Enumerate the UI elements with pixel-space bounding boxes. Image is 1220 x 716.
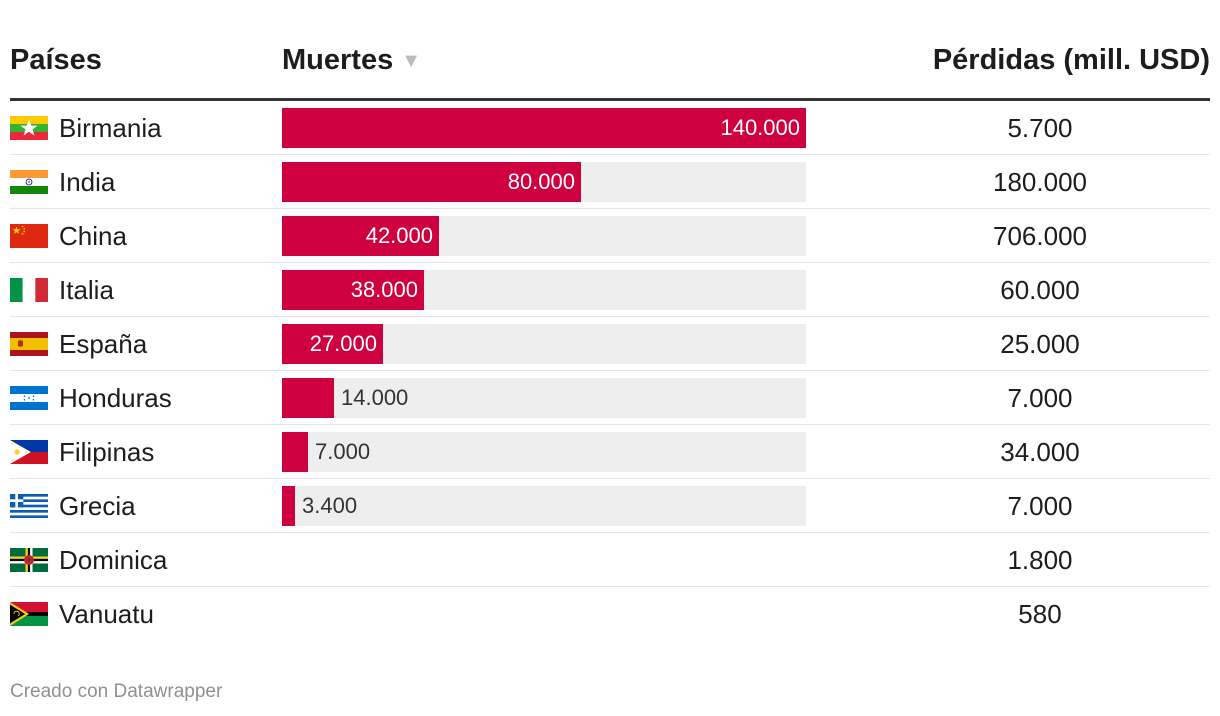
losses-value: 7.000: [1007, 383, 1073, 413]
losses-value: 180.000: [993, 167, 1087, 197]
losses-value: 580: [1018, 599, 1062, 629]
country-name: España: [59, 329, 148, 359]
country-name: Honduras: [59, 383, 172, 413]
credit-text: Creado con Datawrapper: [10, 681, 223, 702]
losses-value: 25.000: [1000, 329, 1080, 359]
losses-value: 1.800: [1007, 545, 1073, 575]
honduras-flag-icon: [10, 386, 48, 410]
table-row-vanuatu: Vanuatu 580: [10, 587, 1210, 641]
deaths-bar: [282, 270, 424, 310]
column-header-losses[interactable]: Pérdidas (mill. USD): [933, 44, 1210, 77]
country-name: Filipinas: [59, 437, 155, 467]
credit-footer[interactable]: Creado con Datawrapper: [10, 681, 222, 703]
losses-value: 60.000: [1000, 275, 1080, 305]
deaths-bar-track: 38.000: [282, 270, 806, 310]
table-row-espana: España 27.000 25.000: [10, 317, 1210, 371]
table-row-china: China 42.000 706.000: [10, 209, 1210, 263]
table-row-filipinas: Filipinas 7.000 34.000: [10, 425, 1210, 479]
losses-value: 34.000: [1000, 437, 1080, 467]
deaths-bar: [282, 432, 308, 472]
philippines-flag-icon: [10, 440, 48, 464]
deaths-value-label: 14.000: [341, 385, 409, 410]
deaths-bar-track: 27.000: [282, 324, 806, 364]
deaths-value-label: 3.400: [302, 493, 358, 518]
column-header-deaths[interactable]: Muertes ▼: [282, 44, 421, 77]
deaths-bar-track: 3.400: [282, 486, 806, 526]
table-row-grecia: Grecia 3.400 7.000: [10, 479, 1210, 533]
table-row-italia: Italia 38.000 60.000: [10, 263, 1210, 317]
column-header-countries-label: Países: [10, 44, 102, 76]
deaths-bar: [282, 216, 439, 256]
dominica-flag-icon: [10, 548, 48, 572]
spain-flag-icon: [10, 332, 48, 356]
losses-value: 706.000: [993, 221, 1087, 251]
table-row-honduras: Honduras 14.000 7.000: [10, 371, 1210, 425]
table-row-india: India 80.000 180.000: [10, 155, 1210, 209]
country-name: Italia: [59, 275, 114, 305]
deaths-bar-track: 42.000: [282, 216, 806, 256]
deaths-bar: [282, 378, 334, 418]
table-row-birmania: Birmania 140.000 5.700: [10, 101, 1210, 155]
deaths-bar: [282, 324, 383, 364]
column-header-countries[interactable]: Países: [10, 44, 102, 77]
country-name: China: [59, 221, 127, 251]
deaths-bar-track: 7.000: [282, 432, 806, 472]
country-name: Vanuatu: [59, 599, 154, 629]
country-name: India: [59, 167, 116, 197]
column-header-losses-label: Pérdidas (mill. USD): [932, 44, 1210, 76]
country-name: Birmania: [59, 113, 162, 143]
country-name: Grecia: [59, 491, 136, 521]
deaths-value-label: 7.000: [315, 439, 371, 464]
deaths-bar-track: 14.000: [282, 378, 806, 418]
greece-flag-icon: [10, 494, 48, 518]
deaths-value-label: 140.000: [720, 115, 800, 140]
losses-value: 5.700: [1007, 113, 1073, 143]
deaths-value-label: 80.000: [507, 169, 575, 194]
italy-flag-icon: [10, 278, 48, 302]
table-header: Países Muertes ▼ Pérdidas (mill. USD): [10, 44, 1210, 84]
china-flag-icon: [10, 224, 48, 248]
deaths-value-label: 42.000: [365, 223, 433, 248]
losses-value: 7.000: [1007, 491, 1073, 521]
deaths-value-label: 27.000: [309, 331, 377, 356]
deaths-bar-track: 140.000: [282, 108, 806, 148]
table-row-dominica: Dominica 1.800: [10, 533, 1210, 587]
deaths-value-label: 38.000: [350, 277, 418, 302]
deaths-bar: [282, 486, 295, 526]
myanmar-flag-icon: [10, 116, 48, 140]
india-flag-icon: [10, 170, 48, 194]
deaths-bar-track: 80.000: [282, 162, 806, 202]
country-name: Dominica: [59, 545, 168, 575]
column-header-deaths-label: Muertes: [282, 44, 394, 76]
header-divider: [10, 98, 1210, 101]
table-body: Birmania 140.000 5.700 India 80.000 180.000 Ch…: [10, 101, 1210, 641]
sort-descending-icon[interactable]: ▼: [401, 50, 421, 72]
deaths-bar: [282, 108, 806, 148]
deaths-bar: [282, 162, 581, 202]
vanuatu-flag-icon: [10, 602, 48, 626]
